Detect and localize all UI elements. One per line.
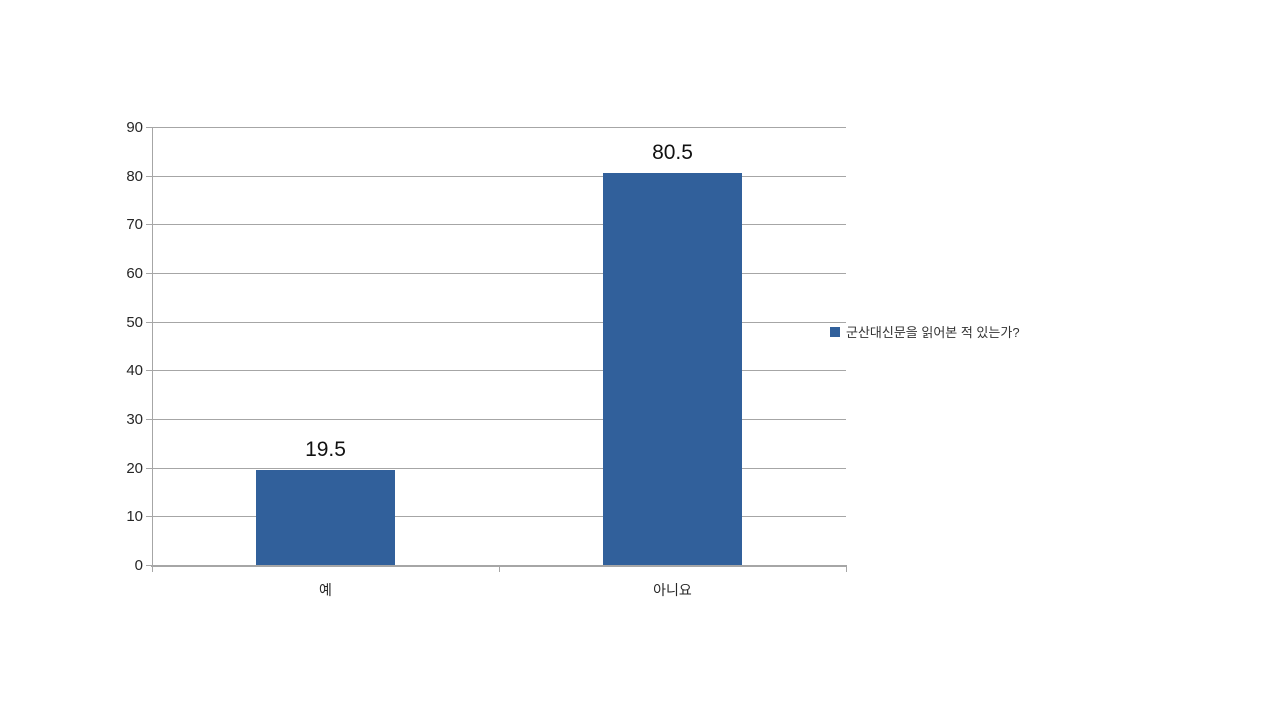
y-tick-label-70: 70 xyxy=(126,216,143,234)
legend-swatch-icon xyxy=(830,326,840,337)
y-tick-label-0: 0 xyxy=(134,557,143,574)
bar-아니요 xyxy=(603,173,742,565)
gridline-30 xyxy=(152,419,846,420)
gridline-80 xyxy=(152,175,846,177)
y-tick-30 xyxy=(146,419,152,420)
y-tick-label-90: 90 xyxy=(126,119,143,136)
gridline-10 xyxy=(152,516,846,518)
y-tick-label-50: 50 xyxy=(126,313,143,331)
bar-value-label-아니요: 80.5 xyxy=(652,141,693,164)
y-tick-label-80: 80 xyxy=(126,167,143,185)
x-category-label-예: 예 xyxy=(319,582,332,598)
y-tick-label-40: 40 xyxy=(126,362,143,380)
y-tick-80 xyxy=(146,175,152,177)
y-tick-0 xyxy=(146,565,152,566)
gridline-70 xyxy=(152,224,846,226)
y-tick-label-60: 60 xyxy=(126,265,143,282)
gridline-50 xyxy=(152,321,846,323)
y-tick-label-20: 20 xyxy=(126,459,143,477)
x-tick-2 xyxy=(846,566,847,572)
gridline-20 xyxy=(152,467,846,469)
y-tick-40 xyxy=(146,370,152,372)
y-tick-70 xyxy=(146,224,152,226)
y-tick-10 xyxy=(146,516,152,518)
bar-예 xyxy=(256,470,395,565)
gridline-90 xyxy=(152,127,846,128)
gridline-60 xyxy=(152,273,846,274)
y-tick-20 xyxy=(146,467,152,469)
y-tick-label-10: 10 xyxy=(126,508,143,526)
plot-area xyxy=(152,127,846,565)
y-tick-90 xyxy=(146,127,152,128)
y-tick-50 xyxy=(146,321,152,323)
gridline-40 xyxy=(152,370,846,372)
legend-label: 군산대신문을 읽어본 적 있는가? xyxy=(846,325,1020,340)
bar-value-label-예: 19.5 xyxy=(305,438,346,461)
x-category-label-아니요: 아니요 xyxy=(653,582,692,598)
y-tick-label-30: 30 xyxy=(126,411,143,428)
x-tick-0 xyxy=(152,566,153,572)
legend: 군산대신문을 읽어본 적 있는가? xyxy=(830,322,1020,341)
y-tick-60 xyxy=(146,273,152,274)
x-tick-1 xyxy=(499,566,500,572)
y-axis-line xyxy=(152,127,153,571)
